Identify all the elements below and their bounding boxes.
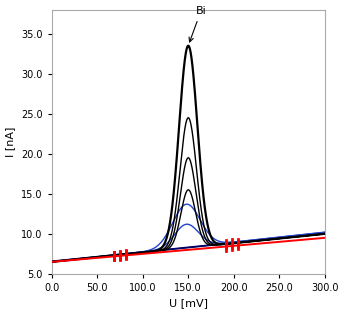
X-axis label: U [mV]: U [mV] — [169, 298, 208, 308]
Y-axis label: I [nA]: I [nA] — [6, 127, 15, 157]
Text: Bi: Bi — [189, 6, 206, 42]
